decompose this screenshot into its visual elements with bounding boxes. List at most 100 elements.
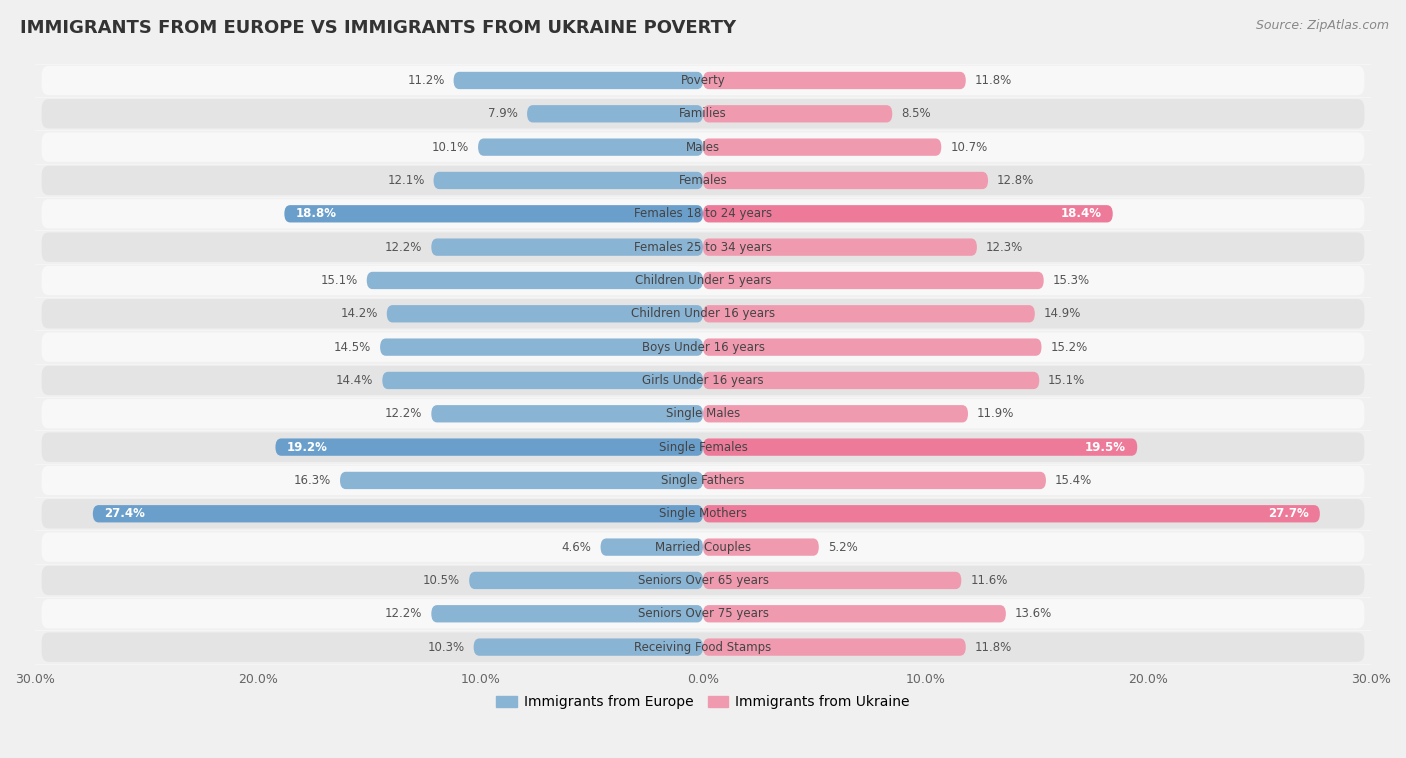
Text: Married Couples: Married Couples bbox=[655, 540, 751, 553]
FancyBboxPatch shape bbox=[703, 572, 962, 589]
FancyBboxPatch shape bbox=[478, 139, 703, 156]
FancyBboxPatch shape bbox=[527, 105, 703, 123]
FancyBboxPatch shape bbox=[276, 438, 703, 456]
Text: 12.2%: 12.2% bbox=[385, 240, 422, 254]
Text: 5.2%: 5.2% bbox=[828, 540, 858, 553]
Text: 8.5%: 8.5% bbox=[901, 108, 931, 121]
Text: 11.8%: 11.8% bbox=[974, 641, 1012, 653]
FancyBboxPatch shape bbox=[382, 371, 703, 389]
FancyBboxPatch shape bbox=[380, 339, 703, 356]
FancyBboxPatch shape bbox=[42, 133, 1364, 161]
Text: Females: Females bbox=[679, 174, 727, 187]
Text: 12.1%: 12.1% bbox=[387, 174, 425, 187]
Text: 4.6%: 4.6% bbox=[562, 540, 592, 553]
FancyBboxPatch shape bbox=[42, 632, 1364, 662]
FancyBboxPatch shape bbox=[93, 505, 703, 522]
Text: 15.4%: 15.4% bbox=[1054, 474, 1092, 487]
FancyBboxPatch shape bbox=[470, 572, 703, 589]
Text: Females 25 to 34 years: Females 25 to 34 years bbox=[634, 240, 772, 254]
Text: Girls Under 16 years: Girls Under 16 years bbox=[643, 374, 763, 387]
FancyBboxPatch shape bbox=[703, 405, 967, 422]
FancyBboxPatch shape bbox=[474, 638, 703, 656]
FancyBboxPatch shape bbox=[703, 72, 966, 89]
FancyBboxPatch shape bbox=[432, 605, 703, 622]
Text: 18.8%: 18.8% bbox=[295, 207, 336, 221]
Text: Single Mothers: Single Mothers bbox=[659, 507, 747, 520]
Text: Single Females: Single Females bbox=[658, 440, 748, 453]
Text: Families: Families bbox=[679, 108, 727, 121]
FancyBboxPatch shape bbox=[42, 399, 1364, 428]
Text: 15.3%: 15.3% bbox=[1053, 274, 1090, 287]
FancyBboxPatch shape bbox=[42, 299, 1364, 328]
FancyBboxPatch shape bbox=[703, 471, 1046, 489]
FancyBboxPatch shape bbox=[703, 172, 988, 190]
FancyBboxPatch shape bbox=[42, 166, 1364, 195]
FancyBboxPatch shape bbox=[367, 272, 703, 289]
Text: 15.1%: 15.1% bbox=[1047, 374, 1085, 387]
Text: 16.3%: 16.3% bbox=[294, 474, 330, 487]
Text: 11.9%: 11.9% bbox=[977, 407, 1014, 420]
Text: 14.9%: 14.9% bbox=[1043, 307, 1081, 321]
Text: 27.7%: 27.7% bbox=[1268, 507, 1309, 520]
Text: 27.4%: 27.4% bbox=[104, 507, 145, 520]
Text: Receiving Food Stamps: Receiving Food Stamps bbox=[634, 641, 772, 653]
Text: 14.2%: 14.2% bbox=[340, 307, 378, 321]
FancyBboxPatch shape bbox=[42, 532, 1364, 562]
Text: 18.4%: 18.4% bbox=[1060, 207, 1102, 221]
Text: Males: Males bbox=[686, 141, 720, 154]
Text: 19.2%: 19.2% bbox=[287, 440, 328, 453]
Text: Single Males: Single Males bbox=[666, 407, 740, 420]
FancyBboxPatch shape bbox=[42, 599, 1364, 628]
FancyBboxPatch shape bbox=[432, 239, 703, 255]
FancyBboxPatch shape bbox=[703, 105, 893, 123]
Text: Seniors Over 75 years: Seniors Over 75 years bbox=[637, 607, 769, 620]
Text: 12.2%: 12.2% bbox=[385, 407, 422, 420]
Text: 11.6%: 11.6% bbox=[970, 574, 1008, 587]
FancyBboxPatch shape bbox=[42, 366, 1364, 395]
FancyBboxPatch shape bbox=[703, 371, 1039, 389]
FancyBboxPatch shape bbox=[703, 239, 977, 255]
FancyBboxPatch shape bbox=[703, 139, 941, 156]
Text: Source: ZipAtlas.com: Source: ZipAtlas.com bbox=[1256, 19, 1389, 32]
FancyBboxPatch shape bbox=[42, 499, 1364, 528]
Text: 15.1%: 15.1% bbox=[321, 274, 359, 287]
Text: 7.9%: 7.9% bbox=[488, 108, 519, 121]
Text: Single Fathers: Single Fathers bbox=[661, 474, 745, 487]
Text: 12.3%: 12.3% bbox=[986, 240, 1024, 254]
FancyBboxPatch shape bbox=[42, 433, 1364, 462]
Text: 14.5%: 14.5% bbox=[335, 340, 371, 354]
FancyBboxPatch shape bbox=[42, 333, 1364, 362]
FancyBboxPatch shape bbox=[600, 538, 703, 556]
Text: 15.2%: 15.2% bbox=[1050, 340, 1088, 354]
FancyBboxPatch shape bbox=[42, 266, 1364, 295]
Text: Seniors Over 65 years: Seniors Over 65 years bbox=[637, 574, 769, 587]
FancyBboxPatch shape bbox=[433, 172, 703, 190]
Text: Children Under 5 years: Children Under 5 years bbox=[634, 274, 772, 287]
FancyBboxPatch shape bbox=[42, 465, 1364, 495]
FancyBboxPatch shape bbox=[42, 565, 1364, 595]
FancyBboxPatch shape bbox=[42, 233, 1364, 262]
FancyBboxPatch shape bbox=[42, 66, 1364, 96]
FancyBboxPatch shape bbox=[703, 205, 1112, 222]
Text: 14.4%: 14.4% bbox=[336, 374, 374, 387]
FancyBboxPatch shape bbox=[703, 339, 1042, 356]
Text: Poverty: Poverty bbox=[681, 74, 725, 87]
Text: Children Under 16 years: Children Under 16 years bbox=[631, 307, 775, 321]
Text: Boys Under 16 years: Boys Under 16 years bbox=[641, 340, 765, 354]
Text: 10.3%: 10.3% bbox=[427, 641, 465, 653]
FancyBboxPatch shape bbox=[703, 272, 1043, 289]
Text: 12.2%: 12.2% bbox=[385, 607, 422, 620]
FancyBboxPatch shape bbox=[703, 538, 818, 556]
FancyBboxPatch shape bbox=[454, 72, 703, 89]
FancyBboxPatch shape bbox=[703, 305, 1035, 322]
FancyBboxPatch shape bbox=[42, 199, 1364, 228]
Text: 13.6%: 13.6% bbox=[1015, 607, 1052, 620]
FancyBboxPatch shape bbox=[387, 305, 703, 322]
FancyBboxPatch shape bbox=[42, 99, 1364, 128]
Text: IMMIGRANTS FROM EUROPE VS IMMIGRANTS FROM UKRAINE POVERTY: IMMIGRANTS FROM EUROPE VS IMMIGRANTS FRO… bbox=[20, 19, 735, 37]
Text: 10.1%: 10.1% bbox=[432, 141, 470, 154]
Legend: Immigrants from Europe, Immigrants from Ukraine: Immigrants from Europe, Immigrants from … bbox=[491, 690, 915, 715]
Text: 10.7%: 10.7% bbox=[950, 141, 987, 154]
Text: 11.2%: 11.2% bbox=[408, 74, 444, 87]
FancyBboxPatch shape bbox=[284, 205, 703, 222]
